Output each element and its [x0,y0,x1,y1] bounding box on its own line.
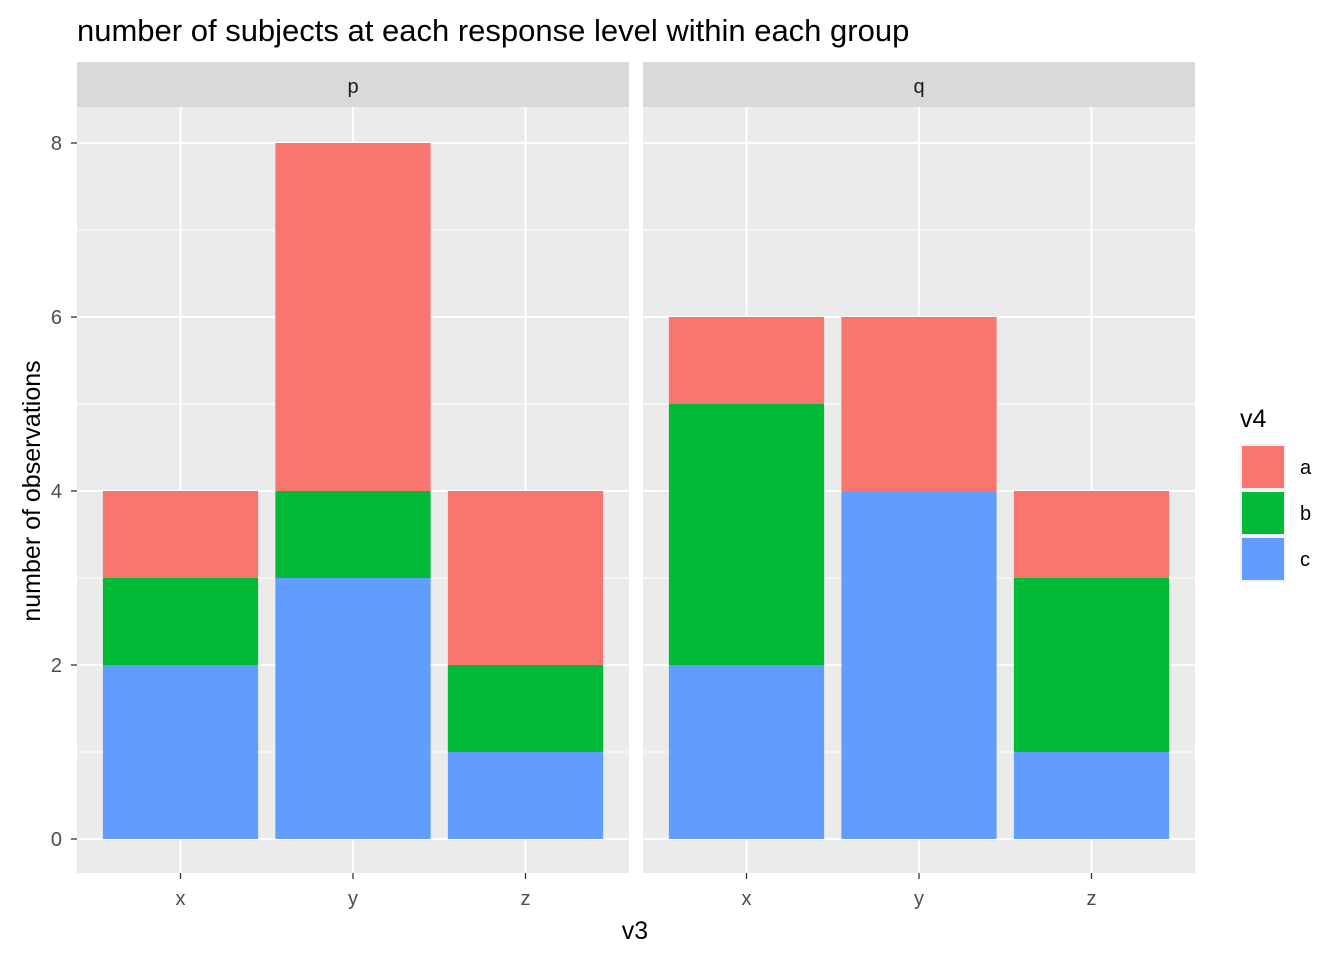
bar-segment-q-x-b [668,404,825,665]
y-axis-label: number of observations [18,360,46,621]
bar-segment-p-x-a [102,491,259,578]
bar-segment-p-x-b [102,578,259,665]
bar-segment-q-z-a [1013,491,1170,578]
legend-swatch-c [1242,538,1284,580]
legend-swatch-b [1242,492,1284,534]
facet-strip [643,62,1195,107]
bar-segment-p-z-b [447,665,604,752]
bar-segment-p-x-c [102,665,259,839]
facet-strip-label: p [347,76,358,98]
panel-q: q x y z [643,62,1195,910]
y-tick-label: 2 [51,655,62,677]
x-axis-label: v3 [622,917,648,945]
panels-layer: 0 2 4 6 8 p x y z q x y z [51,62,1195,910]
y-tick-label: 4 [51,481,62,503]
y-tick-label: 0 [51,829,62,851]
legend-label: a [1300,457,1312,479]
bar-segment-q-x-c [668,665,825,839]
chart-title: number of subjects at each response leve… [77,13,909,48]
bar-segment-p-y-c [275,578,431,839]
bar-segment-q-z-c [1013,752,1170,839]
bar-segment-q-y-c [841,491,997,839]
bar-segment-q-y-a [841,317,997,491]
x-tick-label: x [176,888,186,910]
y-tick-label: 8 [51,133,62,155]
x-tick-label: y [914,888,924,910]
bar-segment-q-x-a [668,317,825,404]
legend-label: c [1300,549,1310,571]
x-tick-label: y [348,888,358,910]
legend-title: v4 [1240,405,1267,433]
bar-segment-p-y-a [275,143,431,491]
y-tick-label: 6 [51,307,62,329]
bar-segment-p-y-b [275,491,431,578]
x-tick-label: z [1087,888,1097,910]
panel-p: p x y z [77,62,629,910]
legend-label: b [1300,503,1311,525]
legend-swatch-a [1242,446,1284,488]
bar-segment-p-z-c [447,752,604,839]
facet-strip-label: q [913,76,924,98]
bar-segment-q-z-b [1013,578,1170,752]
x-tick-label: z [521,888,531,910]
bar-segment-p-z-a [447,491,604,665]
x-tick-label: x [742,888,752,910]
legend: a b c [1240,444,1312,582]
facet-strip [77,62,629,107]
